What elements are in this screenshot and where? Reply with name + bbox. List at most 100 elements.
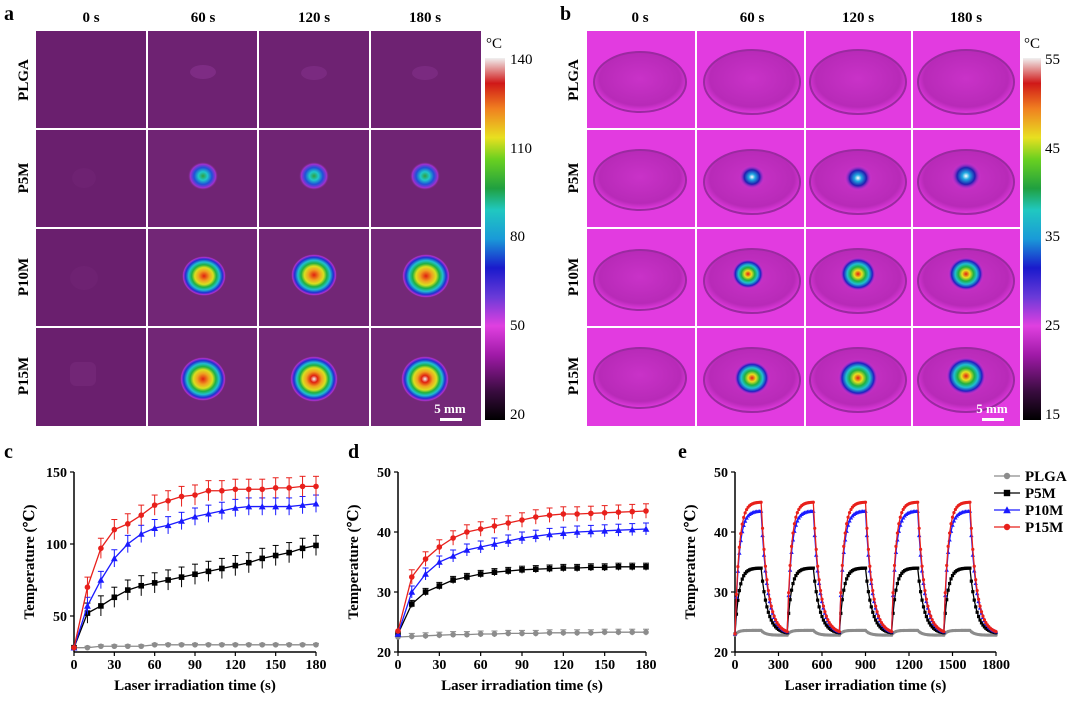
data-point [742,515,746,520]
data-point [643,564,649,570]
data-point [927,610,931,614]
data-point [872,597,876,601]
series-line [397,566,646,635]
data-point [952,511,956,515]
data-point [98,643,104,650]
data-point [817,605,821,609]
y-tick-label: 40 [377,526,391,541]
data-point [792,577,797,581]
data-point [811,566,815,570]
x-tick-label: 900 [855,658,876,673]
data-point [926,618,930,622]
y-tick-label: 30 [714,586,728,601]
data-point [921,578,926,582]
data-point [891,591,895,595]
data-point [921,605,926,609]
data-point [839,611,843,615]
data-point [972,598,976,602]
data-point [787,611,791,615]
data-point [477,526,484,532]
colorbar-tick: 25 [1045,318,1060,334]
data-point [232,562,239,569]
data-point [899,518,904,523]
data-point [968,500,972,504]
data-point [111,643,118,650]
data-point [505,520,512,526]
y-tick-label: 50 [53,610,67,625]
data-point [826,618,830,622]
data-point [793,522,799,527]
data-point [946,588,950,592]
data-point [218,507,226,514]
data-point [901,515,906,520]
thermal-cells-b [593,49,1015,413]
series-plga [71,642,319,651]
data-point [110,555,118,562]
data-point [231,504,239,511]
data-point [977,615,981,619]
data-point [629,564,636,570]
x-tick-label: 180 [306,658,327,673]
data-point [737,589,741,593]
colorbar-tick: 80 [510,229,525,245]
data-point [739,582,743,586]
data-point [827,620,831,625]
data-point [900,511,904,515]
data-point [450,577,456,583]
data-point [436,544,443,550]
data-point [219,642,225,648]
x-tick-label: 90 [515,658,529,673]
data-point [895,531,900,535]
data-point [546,565,553,572]
time-header: 120 s [298,10,330,26]
data-point [759,566,763,570]
data-point [205,568,212,575]
panel-b-label: b [560,3,571,25]
data-point [151,580,158,586]
data-point [519,630,525,637]
data-point [505,568,512,574]
data-point [953,515,958,520]
data-point [574,630,580,636]
x-tick-label: 150 [265,658,286,673]
data-point [285,503,293,510]
data-point [814,547,818,551]
data-point [842,588,846,592]
colorbar-a [485,58,505,420]
data-point [491,569,498,575]
data-point [313,542,319,549]
data-point [979,621,984,625]
grid-lines-a [36,31,481,426]
data-point [408,601,415,607]
data-point [865,579,869,583]
data-point [948,581,952,586]
data-point [272,642,279,648]
data-point [977,597,981,601]
data-point [615,564,622,570]
data-point [872,615,876,619]
data-point [794,515,798,519]
data-point [845,522,851,527]
data-point [879,620,884,625]
data-point [734,592,739,596]
data-point [450,631,456,638]
data-point [843,531,847,535]
data-point [951,518,957,523]
series-p15m [733,500,998,636]
colorbar-tick: 45 [1045,141,1060,157]
data-point [871,610,875,614]
data-point [920,564,924,568]
data-point [98,545,104,552]
data-point [138,643,145,650]
grid-lines-b [587,31,1020,426]
y-tick-label: 50 [714,466,728,481]
data-point [950,515,955,519]
data-point [898,522,903,527]
x-tick-label: 120 [225,658,246,673]
data-point [814,590,818,594]
colorbar-ticks-a: 140 110 80 50 20 [510,52,533,423]
data-point [817,578,821,582]
data-point [876,614,881,618]
data-point [518,534,526,541]
